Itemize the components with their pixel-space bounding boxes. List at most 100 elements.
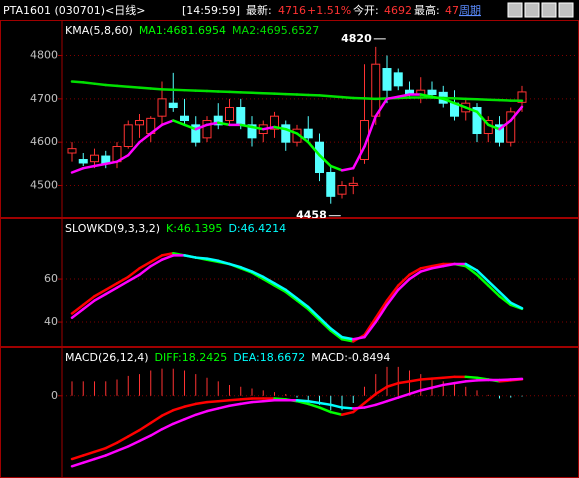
series-segment: [487, 284, 501, 298]
series-segment: [329, 329, 344, 341]
series-segment: [385, 381, 400, 389]
series-segment: [430, 264, 445, 270]
series-segment: [374, 385, 389, 396]
series-segment: [160, 119, 175, 127]
series-segment: [307, 402, 321, 409]
period-link[interactable]: 周期: [459, 4, 481, 17]
series-segment: [82, 299, 96, 311]
series-segment: [352, 335, 366, 341]
series-segment: [385, 396, 400, 403]
series-segment: [250, 399, 265, 404]
series-segment: [160, 408, 175, 417]
series-segment: [138, 434, 152, 443]
series-segment: [419, 93, 434, 98]
candle-body: [517, 91, 527, 103]
series-segment: [239, 123, 254, 129]
legend-value: 46.1395: [177, 222, 223, 235]
y-tick-label: 0: [51, 389, 58, 402]
series-segment: [352, 406, 366, 410]
time: [14:59:59]: [182, 4, 240, 17]
series-segment: [104, 83, 119, 88]
series-segment: [82, 81, 96, 85]
candle-body: [67, 148, 77, 154]
legend-name: D:: [228, 222, 240, 235]
series-segment: [363, 403, 377, 409]
candle-body: [506, 111, 516, 143]
series-segment: [228, 398, 242, 402]
series-segment: [307, 140, 321, 157]
series-segment: [340, 406, 355, 410]
series-segment: [487, 123, 501, 131]
series-segment: [149, 87, 164, 91]
series-segment: [295, 299, 310, 311]
change: +1.51%: [307, 4, 351, 17]
series-segment: [138, 264, 152, 277]
series-segment: [329, 95, 344, 99]
candle-body: [326, 172, 336, 197]
series-segment: [340, 410, 355, 417]
series-segment: [183, 402, 197, 408]
series-segment: [397, 392, 411, 399]
series-segment: [307, 305, 321, 320]
series-segment: [104, 441, 119, 450]
panel-legend: MACD(26,12,4) DIFF:18.2425 DEA:18.6672 MACD…: [65, 351, 390, 364]
nav-button[interactable]: [524, 2, 540, 18]
candle-body: [371, 63, 381, 117]
series-segment: [70, 307, 85, 320]
panel-frame: [0, 20, 579, 218]
series-segment: [205, 399, 220, 404]
series-segment: [442, 262, 456, 268]
candle-body: [90, 154, 99, 163]
legend-name: MACD:: [311, 351, 348, 364]
series-segment: [340, 166, 355, 172]
candle-body: [337, 185, 347, 195]
series-segment: [363, 320, 377, 339]
candle-body: [495, 124, 504, 143]
candle-body: [191, 124, 201, 143]
series-segment: [115, 275, 130, 285]
candle-body: [225, 107, 234, 122]
header: PTA1601 (030701)<日线> [14:59:59] 最新: 4716…: [0, 0, 579, 20]
series-segment: [239, 397, 254, 401]
series-segment: [363, 316, 377, 337]
series-segment: [273, 125, 287, 131]
series-segment: [307, 399, 321, 405]
series-segment: [318, 401, 332, 407]
series-segment: [430, 262, 445, 268]
nav-button[interactable]: [507, 2, 523, 18]
panel-legend: SLOWKD(9,3,3,2) K:46.1395 D:46.4214: [65, 222, 286, 235]
series-segment: [295, 399, 310, 403]
series-segment: [374, 97, 389, 118]
series-segment: [160, 422, 175, 431]
high: 47: [445, 4, 459, 17]
series-segment: [464, 106, 479, 114]
series-segment: [172, 119, 186, 127]
nav-button[interactable]: [541, 2, 557, 18]
series-segment: [464, 375, 479, 379]
series-segment: [385, 284, 400, 302]
panel-title: MACD(26,12,4): [65, 351, 149, 364]
candle-body: [270, 115, 279, 130]
series-segment: [397, 273, 411, 287]
series-segment: [160, 254, 175, 261]
series-segment: [93, 288, 107, 298]
series-segment: [408, 378, 422, 383]
series-segment: [228, 262, 242, 269]
series-segment: [397, 277, 411, 292]
legend-value: 46.4214: [241, 222, 287, 235]
candle-body: [236, 107, 246, 126]
nav-button[interactable]: [558, 2, 574, 18]
series-segment: [464, 379, 479, 383]
series-segment: [127, 140, 141, 157]
legend-name: DEA:: [233, 351, 259, 364]
series-segment: [475, 110, 490, 127]
candle-body: [135, 120, 144, 126]
series-segment: [194, 409, 209, 417]
series-segment: [352, 145, 366, 170]
series-segment: [104, 160, 119, 166]
series-segment: [82, 457, 96, 464]
series-segment: [149, 258, 164, 268]
series-segment: [262, 125, 276, 131]
series-segment: [430, 383, 445, 389]
series-segment: [104, 282, 119, 292]
